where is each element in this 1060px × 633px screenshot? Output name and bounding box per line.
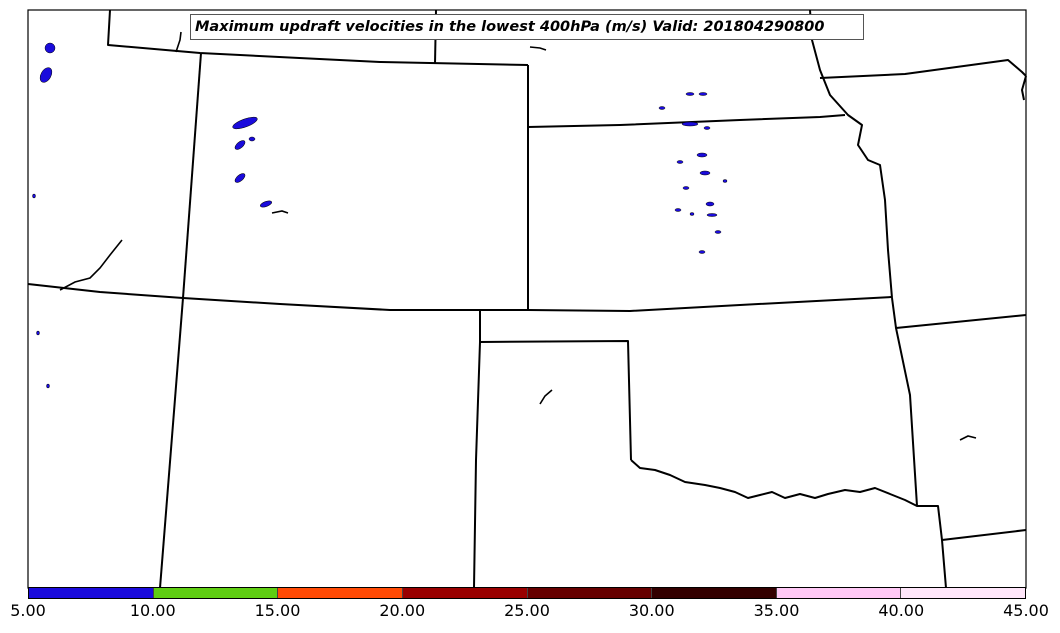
colorbar-segment (278, 588, 403, 598)
colorbar-segment (402, 588, 528, 598)
colorbar-segment (776, 588, 902, 598)
colorbar-tick-label: 45.00 (1003, 601, 1049, 620)
colorbar-segment (153, 588, 279, 598)
updraft-contours (32, 42, 728, 389)
state-boundaries (27, 9, 1027, 589)
map-title: Maximum updraft velocities in the lowest… (190, 14, 864, 40)
water-features (59, 31, 977, 441)
colorbar-segment (901, 588, 1025, 598)
colorbar-tick-label: 5.00 (10, 601, 46, 620)
colorbar-tick-label: 30.00 (628, 601, 675, 620)
colorbar-tick-label: 25.00 (504, 601, 550, 620)
colorbar-tick-label: 40.00 (878, 601, 925, 620)
colorbar-segment (29, 588, 154, 598)
colorbar-segment (652, 588, 777, 598)
colorbar (28, 587, 1026, 599)
colorbar-tick-label: 10.00 (129, 601, 176, 620)
colorbar-tick-label: 35.00 (753, 601, 800, 620)
colorbar-tick-label: 15.00 (254, 601, 301, 620)
colorbar-segment (527, 588, 653, 598)
colorbar-tick-label: 20.00 (379, 601, 426, 620)
